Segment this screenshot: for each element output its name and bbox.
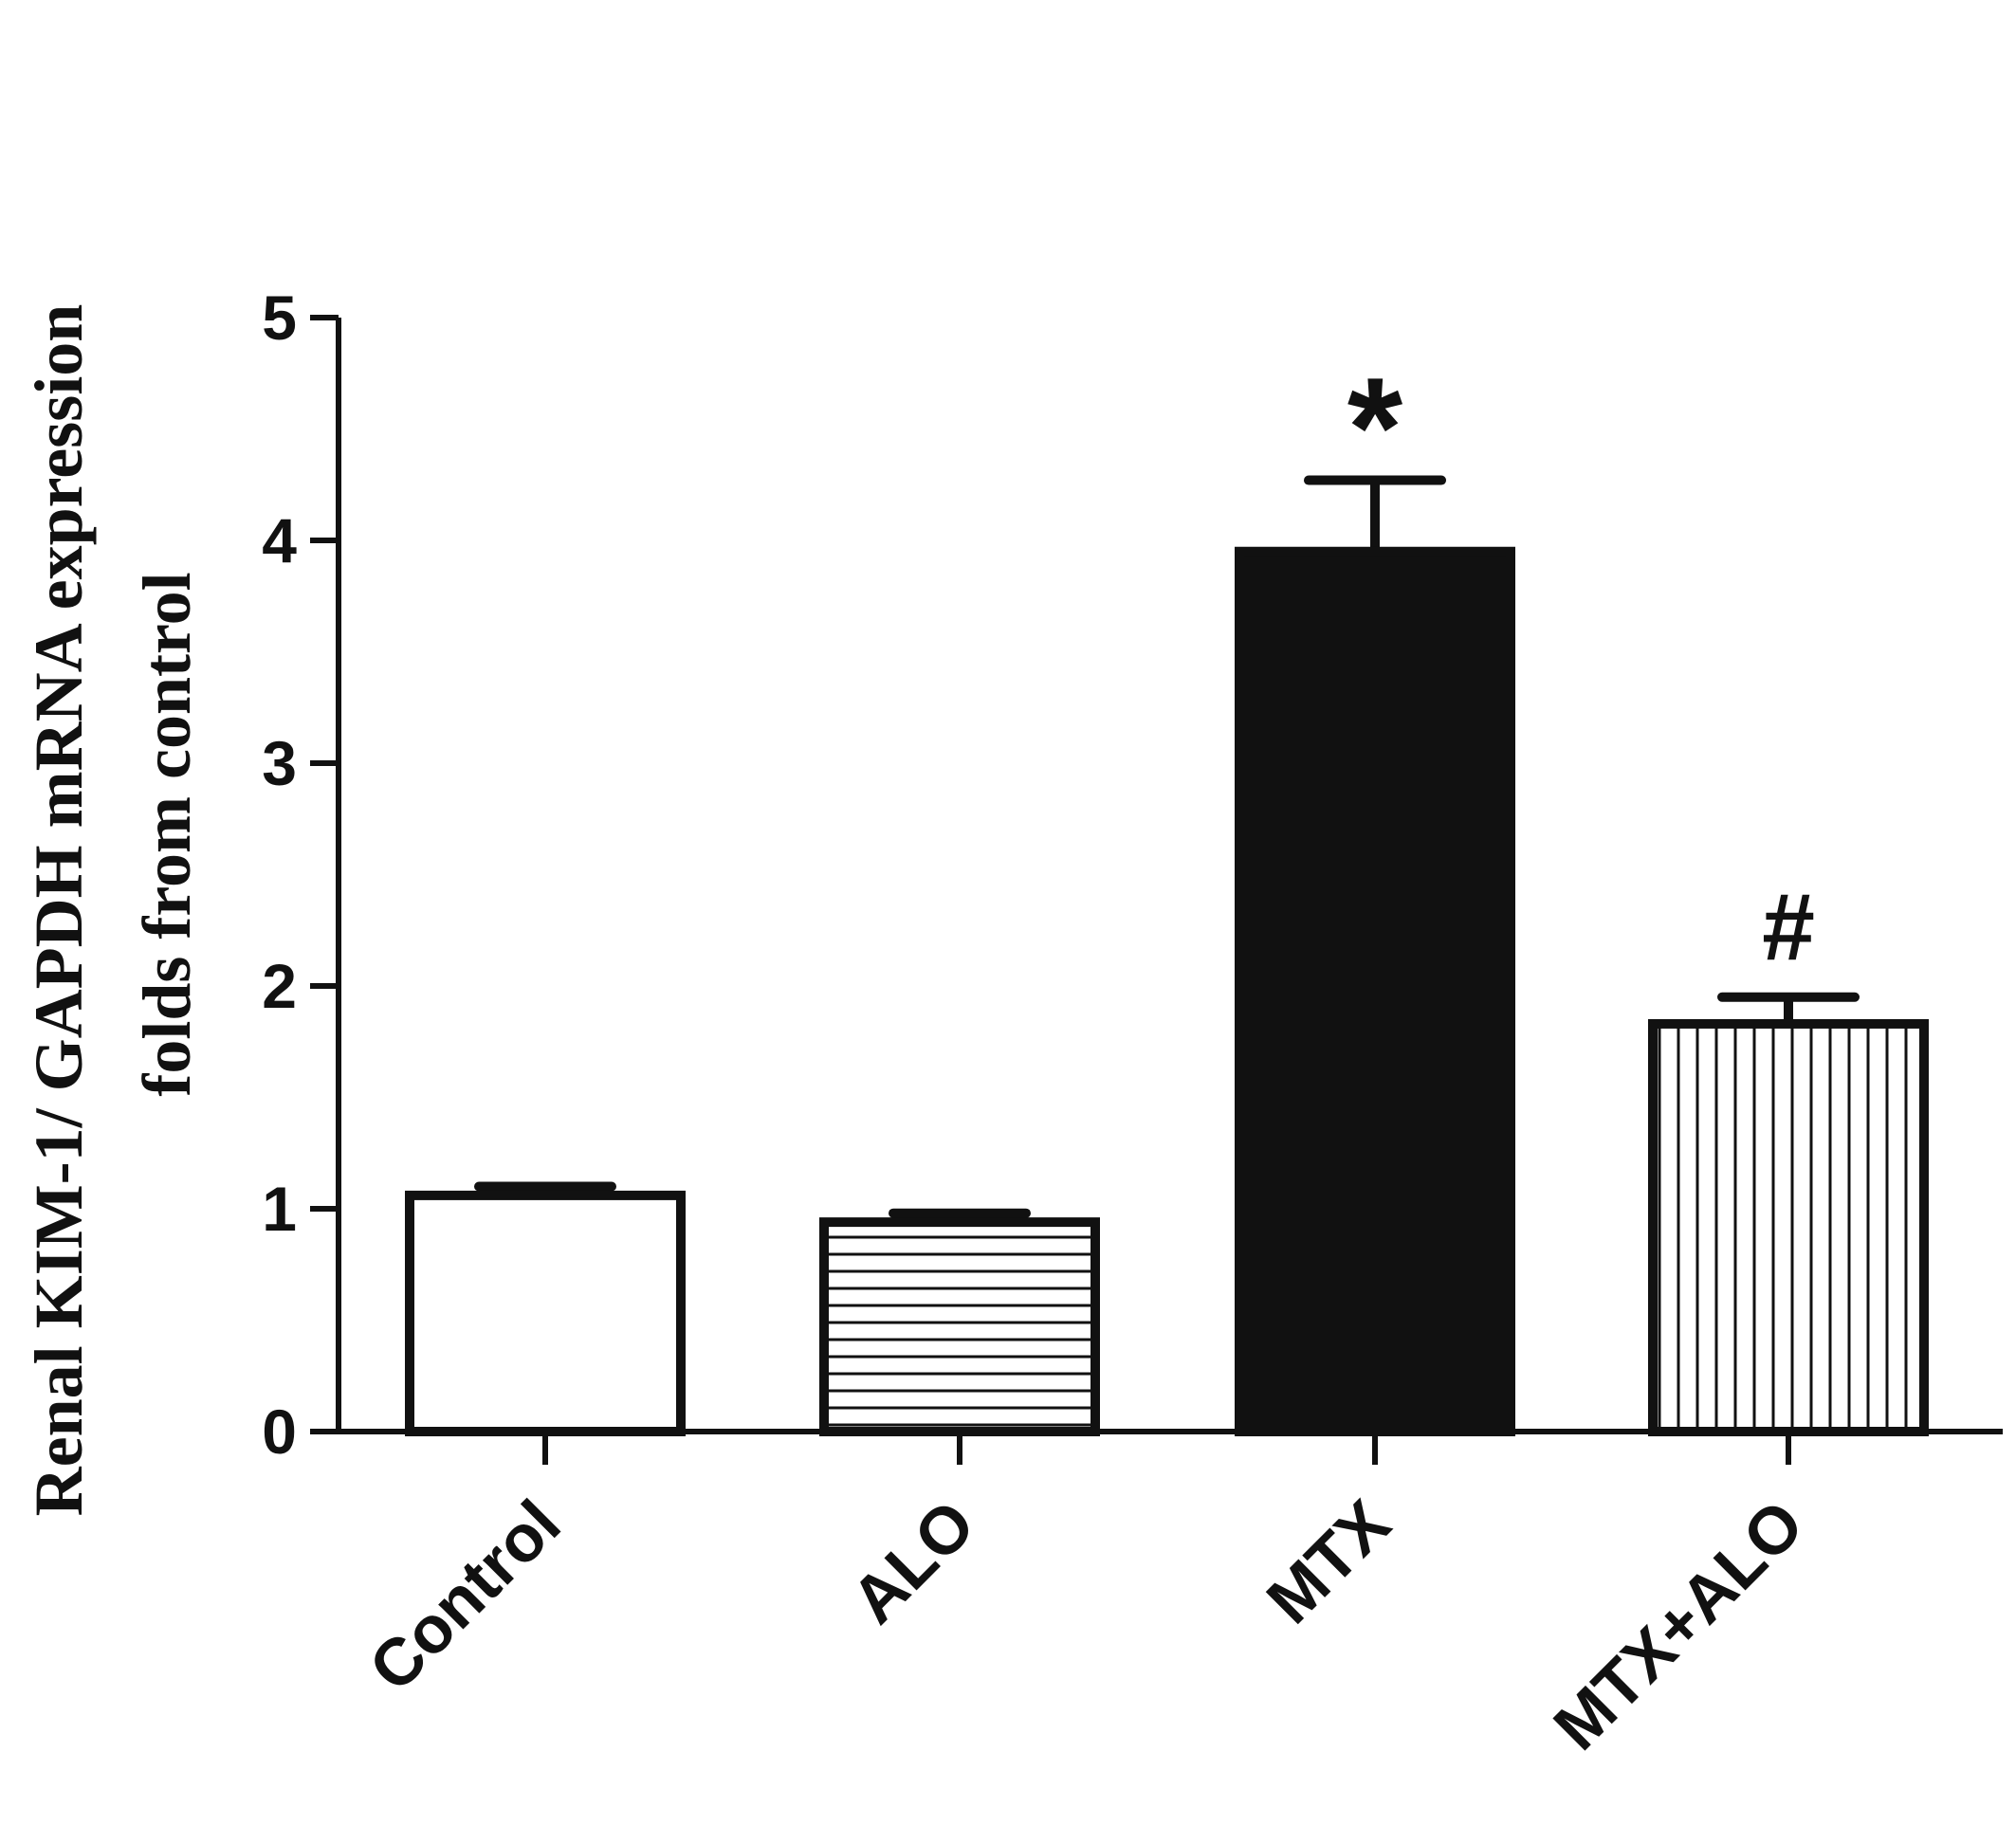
y-tick-label: 1 — [262, 1174, 297, 1244]
y-axis-title-line2: folds from control — [129, 572, 205, 1096]
bar-control — [405, 1190, 686, 1437]
significance-marker: # — [1762, 874, 1815, 980]
y-axis-title-line1: Renal KIM-1/ GAPDH mRNA expression — [21, 304, 97, 1517]
x-tick-label: Control — [356, 1486, 575, 1705]
y-axis-title: Renal KIM-1/ GAPDH mRNA expression folds… — [21, 304, 205, 1517]
x-tick-label: MTX+ALO — [1540, 1486, 1818, 1763]
y-tick-label: 2 — [262, 951, 297, 1021]
y-tick-label: 0 — [262, 1396, 297, 1467]
x-tick-label: MTX — [1253, 1486, 1404, 1637]
bar-alo — [819, 1217, 1100, 1436]
y-tick-label: 4 — [262, 505, 297, 575]
x-tick-label: ALO — [837, 1486, 989, 1637]
significance-marker: * — [1347, 348, 1403, 507]
y-tick-label: 5 — [262, 283, 297, 353]
bar-mtx-alo — [1648, 1018, 1929, 1436]
y-tick-label: 3 — [262, 728, 297, 798]
plot-area: 0 1 2 3 4 5 Control ALO * MTX # MTX+ALO — [262, 283, 2003, 1763]
bar-mtx — [1235, 546, 1515, 1436]
